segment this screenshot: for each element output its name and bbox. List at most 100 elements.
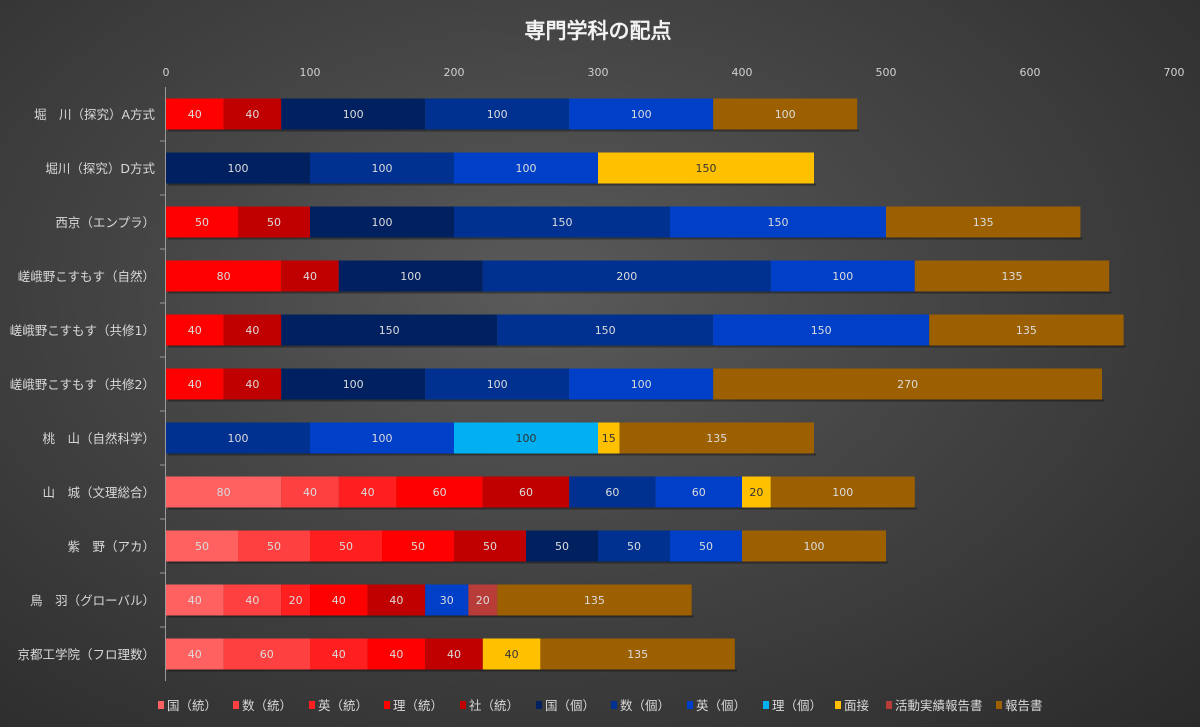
legend-label: 数（統） bbox=[242, 698, 292, 713]
bar-segment bbox=[497, 314, 714, 346]
data-label: 40 bbox=[245, 594, 259, 607]
bar-segment bbox=[166, 530, 238, 562]
legend-swatch bbox=[158, 701, 164, 709]
bar-segment bbox=[166, 422, 310, 454]
bar-segment bbox=[367, 638, 426, 670]
category-label: 嵯峨野こすもす（共修1） bbox=[10, 323, 155, 338]
data-label: 40 bbox=[303, 486, 317, 499]
legend-label: 英（個） bbox=[696, 698, 746, 713]
bar-segment bbox=[223, 98, 282, 130]
bar-segment bbox=[569, 476, 656, 508]
legend-swatch bbox=[611, 701, 617, 709]
category-label: 京都工学院（フロ理数） bbox=[17, 647, 155, 662]
legend-item: 報告書 bbox=[996, 698, 1043, 713]
legend-swatch bbox=[536, 701, 542, 709]
bar-segment bbox=[281, 260, 339, 292]
data-label: 150 bbox=[379, 324, 400, 337]
bar-shadow bbox=[168, 561, 888, 564]
data-label: 200 bbox=[616, 270, 637, 283]
bar-segment bbox=[166, 584, 224, 616]
data-label: 40 bbox=[389, 594, 403, 607]
bar-segment bbox=[310, 530, 382, 562]
legend-label: 国（個） bbox=[545, 698, 595, 713]
data-label: 40 bbox=[188, 378, 202, 391]
bar-segment bbox=[598, 422, 620, 454]
data-label: 100 bbox=[228, 432, 249, 445]
legend-label: 社（統） bbox=[469, 698, 519, 713]
category-label: 鳥 羽（グローバル） bbox=[30, 593, 155, 608]
legend-item: 国（個） bbox=[536, 698, 595, 713]
category-label: 西京（エンプラ） bbox=[55, 215, 155, 230]
data-label: 15 bbox=[602, 432, 616, 445]
data-label: 60 bbox=[519, 486, 533, 499]
data-label: 150 bbox=[811, 324, 832, 337]
x-tick-label: 300 bbox=[588, 66, 609, 79]
bar-segment bbox=[310, 584, 368, 616]
legend-swatch bbox=[763, 701, 769, 709]
bar-segment bbox=[713, 368, 1102, 400]
bar-segment bbox=[281, 98, 426, 130]
bar-segment bbox=[742, 530, 886, 562]
legend-swatch bbox=[460, 701, 466, 709]
x-tick-label: 200 bbox=[444, 66, 465, 79]
category-label: 堀 川（探究）A方式 bbox=[34, 107, 156, 122]
data-label: 40 bbox=[332, 594, 346, 607]
legend-item: 英（個） bbox=[687, 698, 746, 713]
data-label: 150 bbox=[552, 216, 573, 229]
chart-title: 専門学科の配点 bbox=[525, 19, 672, 43]
data-label: 100 bbox=[516, 162, 537, 175]
bar-segment bbox=[770, 476, 915, 508]
legend: 国（統） 数（統） 英（統） 理（統） 社（統） 国（個） 数（個） 英（個） 理（個） 面接 活動… bbox=[158, 698, 1043, 713]
bar-segment bbox=[713, 98, 858, 130]
bar-segment bbox=[655, 476, 742, 508]
bar-segment bbox=[468, 584, 498, 616]
legend-label: 理（個） bbox=[772, 698, 822, 713]
data-label: 30 bbox=[440, 594, 454, 607]
bar-segment bbox=[367, 584, 426, 616]
bar-segment bbox=[166, 260, 282, 292]
legend-label: 国（統） bbox=[167, 698, 217, 713]
data-label: 100 bbox=[775, 108, 796, 121]
data-label: 100 bbox=[487, 108, 508, 121]
bar-segment bbox=[166, 152, 310, 184]
category-label: 紫 野（アカ） bbox=[67, 539, 155, 554]
data-label: 100 bbox=[832, 270, 853, 283]
data-label: 100 bbox=[343, 108, 364, 121]
data-label: 100 bbox=[372, 432, 393, 445]
x-tick-label: 100 bbox=[300, 66, 321, 79]
data-label: 20 bbox=[749, 486, 763, 499]
x-axis-ticks: 0 100 200 300 400 500 600 700 bbox=[163, 66, 1185, 79]
legend-label: 理（統） bbox=[393, 698, 443, 713]
legend-label: 面接 bbox=[844, 698, 870, 713]
bar-segment bbox=[482, 638, 541, 670]
bar-segment bbox=[166, 206, 238, 238]
data-label: 40 bbox=[188, 648, 202, 661]
data-label: 40 bbox=[361, 486, 375, 499]
data-label: 50 bbox=[483, 540, 497, 553]
data-label: 150 bbox=[595, 324, 616, 337]
data-label: 135 bbox=[627, 648, 648, 661]
bar-segment bbox=[166, 368, 224, 400]
bar-segment bbox=[310, 422, 454, 454]
legend-item: 活動実績報告書 bbox=[886, 698, 983, 713]
data-label: 80 bbox=[217, 270, 231, 283]
data-label: 40 bbox=[245, 378, 259, 391]
data-label: 150 bbox=[768, 216, 789, 229]
bar-segment bbox=[425, 98, 570, 130]
data-label: 150 bbox=[696, 162, 717, 175]
bar-segment bbox=[223, 584, 282, 616]
bar-segment bbox=[569, 368, 714, 400]
bar-segment bbox=[454, 530, 526, 562]
bar-segment bbox=[238, 206, 310, 238]
x-tick-label: 400 bbox=[732, 66, 753, 79]
data-label: 100 bbox=[487, 378, 508, 391]
category-label: 嵯峨野こすもす（共修2） bbox=[10, 377, 155, 392]
legend-item: 英（統） bbox=[309, 698, 368, 713]
data-label: 100 bbox=[343, 378, 364, 391]
data-label: 100 bbox=[832, 486, 853, 499]
bar-shadow bbox=[168, 129, 860, 132]
bar-segment bbox=[929, 314, 1124, 346]
bar-segment bbox=[454, 152, 598, 184]
